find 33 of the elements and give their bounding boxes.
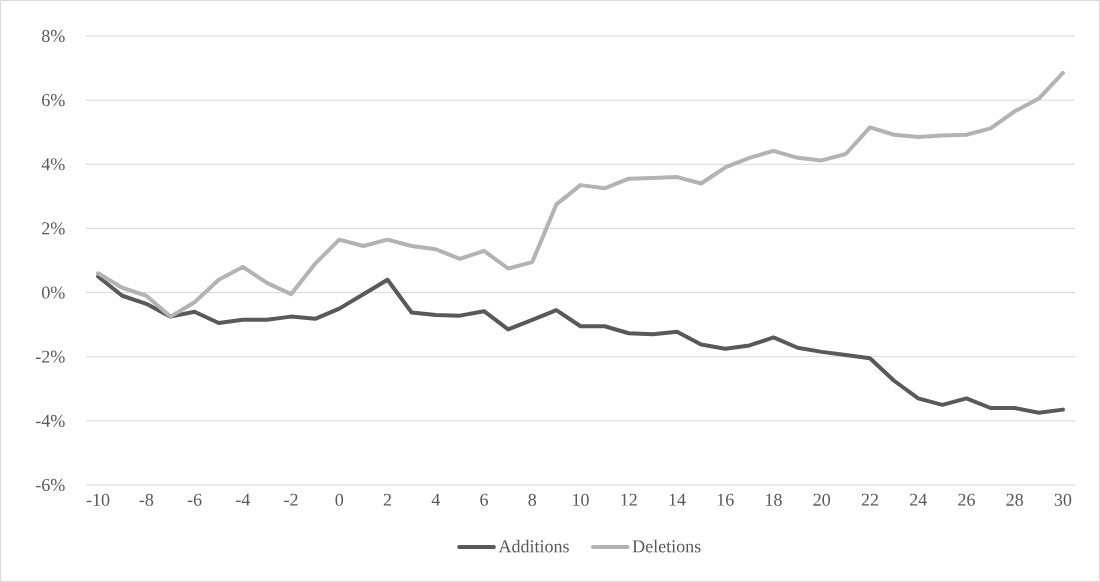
x-tick-label: 30 [1054, 493, 1072, 506]
x-tick-label: 18 [766, 493, 782, 506]
x-tick-label: 26 [958, 493, 975, 506]
legend-label: Deletions [632, 539, 701, 553]
x-tick-label: 28 [1006, 493, 1024, 506]
x-tick-label: 12 [621, 493, 637, 506]
y-tick-label: -2% [35, 350, 65, 363]
y-tick-label: 2% [42, 222, 65, 235]
x-tick-label: 6 [480, 493, 488, 506]
x-tick-label: 22 [861, 493, 878, 506]
legend-label: Additions [498, 539, 569, 553]
y-tick-label: 4% [41, 158, 65, 171]
x-tick-label: 14 [669, 493, 686, 506]
x-tick-label: 20 [813, 493, 831, 506]
line-series [96, 70, 1065, 319]
y-tick-label: -4% [35, 414, 65, 427]
line-series [96, 274, 1065, 415]
y-tick-label: 6% [42, 94, 65, 107]
x-tick-label: 10 [573, 493, 589, 506]
x-tick-label: 0 [335, 493, 344, 506]
x-tick-label: -4 [235, 493, 251, 506]
x-tick-label: 2 [383, 493, 392, 506]
y-tick-label: 0% [42, 286, 65, 299]
y-tick-label: -6% [35, 478, 65, 492]
x-tick-label: -8 [139, 493, 154, 506]
x-tick-label: -6 [187, 493, 202, 506]
x-tick-label: 4 [431, 493, 440, 506]
x-tick-label: 8 [528, 493, 537, 506]
x-tick-label: -2 [284, 493, 298, 506]
x-tick-label: 24 [910, 493, 927, 506]
y-tick-label: 8% [42, 29, 65, 43]
x-tick-label: -10 [86, 493, 110, 506]
x-tick-label: 16 [717, 493, 734, 506]
